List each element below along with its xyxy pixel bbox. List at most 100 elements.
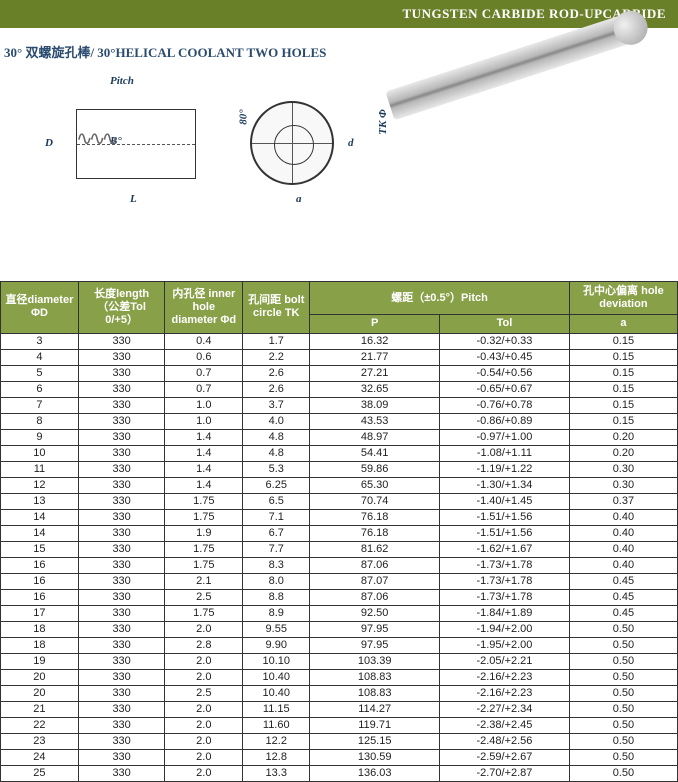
cell-d: 21	[1, 701, 79, 717]
cell-tol: -0.86/+0.89	[440, 413, 570, 429]
cell-tol: -0.65/+0.67	[440, 381, 570, 397]
cell-id: 1.0	[165, 413, 243, 429]
cell-d: 6	[1, 381, 79, 397]
th-hole-dev-a: a	[569, 315, 677, 333]
cell-p: 125.15	[310, 733, 440, 749]
cell-d: 13	[1, 493, 79, 509]
cell-p: 16.32	[310, 333, 440, 349]
cell-tol: -0.54/+0.56	[440, 365, 570, 381]
cell-tol: -1.30/+1.34	[440, 477, 570, 493]
table-row: 33300.41.716.32-0.32/+0.330.15	[1, 333, 678, 349]
table-row: 173301.758.992.50-1.84/+1.890.45	[1, 605, 678, 621]
cell-tk: 11.15	[243, 701, 310, 717]
table-row: 243302.012.8130.59-2.59/+2.670.50	[1, 749, 678, 765]
cell-d: 18	[1, 621, 79, 637]
cell-p: 54.41	[310, 445, 440, 461]
th-length: 长度length （公差Tol 0/+5）	[78, 282, 165, 334]
cell-a: 0.50	[569, 717, 677, 733]
cell-id: 2.0	[165, 749, 243, 765]
cell-tol: -1.51/+1.56	[440, 509, 570, 525]
cell-d: 4	[1, 349, 79, 365]
cell-d: 7	[1, 397, 79, 413]
cell-tol: -2.16/+2.23	[440, 685, 570, 701]
cell-p: 136.03	[310, 765, 440, 781]
th-pitch-group: 螺距（±0.5°）Pitch	[310, 282, 570, 315]
cell-p: 97.95	[310, 621, 440, 637]
cell-id: 1.75	[165, 493, 243, 509]
cell-d: 9	[1, 429, 79, 445]
table-row: 193302.010.10103.39-2.05/+2.210.50	[1, 653, 678, 669]
table-row: 203302.510.40108.83-2.16/+2.230.50	[1, 685, 678, 701]
cell-d: 18	[1, 637, 79, 653]
cell-d: 11	[1, 461, 79, 477]
table-row: 233302.012.2125.15-2.48/+2.560.50	[1, 733, 678, 749]
cell-l: 330	[78, 381, 165, 397]
cell-a: 0.15	[569, 349, 677, 365]
cell-a: 0.50	[569, 653, 677, 669]
th-pitch-tol: Tol	[440, 315, 570, 333]
table-row: 223302.011.60119.71-2.38/+2.450.50	[1, 717, 678, 733]
cell-id: 1.9	[165, 525, 243, 541]
cell-a: 0.15	[569, 397, 677, 413]
cell-l: 330	[78, 733, 165, 749]
cell-l: 330	[78, 477, 165, 493]
cell-a: 0.40	[569, 525, 677, 541]
table-row: 183302.09.5597.95-1.94/+2.000.50	[1, 621, 678, 637]
cell-tk: 1.7	[243, 333, 310, 349]
cell-tol: -2.27/+2.34	[440, 701, 570, 717]
cell-tol: -1.84/+1.89	[440, 605, 570, 621]
cell-a: 0.15	[569, 381, 677, 397]
cell-p: 130.59	[310, 749, 440, 765]
cell-id: 2.0	[165, 669, 243, 685]
cell-tol: -1.62/+1.67	[440, 541, 570, 557]
cell-tk: 6.7	[243, 525, 310, 541]
cell-tk: 2.6	[243, 381, 310, 397]
cell-a: 0.50	[569, 637, 677, 653]
cell-p: 38.09	[310, 397, 440, 413]
cell-id: 1.0	[165, 397, 243, 413]
cell-p: 32.65	[310, 381, 440, 397]
cell-a: 0.15	[569, 333, 677, 349]
cell-l: 330	[78, 765, 165, 781]
cell-l: 330	[78, 461, 165, 477]
cell-l: 330	[78, 669, 165, 685]
cell-p: 59.86	[310, 461, 440, 477]
cell-a: 0.15	[569, 365, 677, 381]
cell-tol: -1.19/+1.22	[440, 461, 570, 477]
cell-p: 92.50	[310, 605, 440, 621]
table-row: 133301.756.570.74-1.40/+1.450.37	[1, 493, 678, 509]
cell-id: 1.4	[165, 461, 243, 477]
cell-id: 0.7	[165, 365, 243, 381]
table-row: 113301.45.359.86-1.19/+1.220.30	[1, 461, 678, 477]
diagram-label-d: d	[348, 137, 354, 149]
table-row: 43300.62.221.77-0.43/+0.450.15	[1, 349, 678, 365]
spec-table: 直径diameter ΦD 长度length （公差Tol 0/+5） 内孔径 …	[0, 281, 678, 782]
cell-tol: -2.59/+2.67	[440, 749, 570, 765]
cell-l: 330	[78, 749, 165, 765]
cell-d: 3	[1, 333, 79, 349]
th-pitch-p: P	[310, 315, 440, 333]
th-diameter: 直径diameter ΦD	[1, 282, 79, 334]
cell-a: 0.20	[569, 445, 677, 461]
cell-l: 330	[78, 701, 165, 717]
cell-tk: 8.3	[243, 557, 310, 573]
cell-a: 0.30	[569, 461, 677, 477]
table-row: 143301.757.176.18-1.51/+1.560.40	[1, 509, 678, 525]
cell-l: 330	[78, 589, 165, 605]
cell-l: 330	[78, 413, 165, 429]
table-body: 33300.41.716.32-0.32/+0.330.1543300.62.2…	[1, 333, 678, 781]
cell-l: 330	[78, 333, 165, 349]
cell-p: 119.71	[310, 717, 440, 733]
cell-tk: 2.2	[243, 349, 310, 365]
cell-l: 330	[78, 557, 165, 573]
cell-l: 330	[78, 717, 165, 733]
diagram-wave: ∿∿∿	[76, 126, 114, 151]
cell-tk: 6.5	[243, 493, 310, 509]
cell-p: 70.74	[310, 493, 440, 509]
cell-id: 2.5	[165, 589, 243, 605]
cell-p: 87.06	[310, 557, 440, 573]
cell-p: 114.27	[310, 701, 440, 717]
cell-p: 87.07	[310, 573, 440, 589]
cell-p: 65.30	[310, 477, 440, 493]
cell-id: 0.7	[165, 381, 243, 397]
